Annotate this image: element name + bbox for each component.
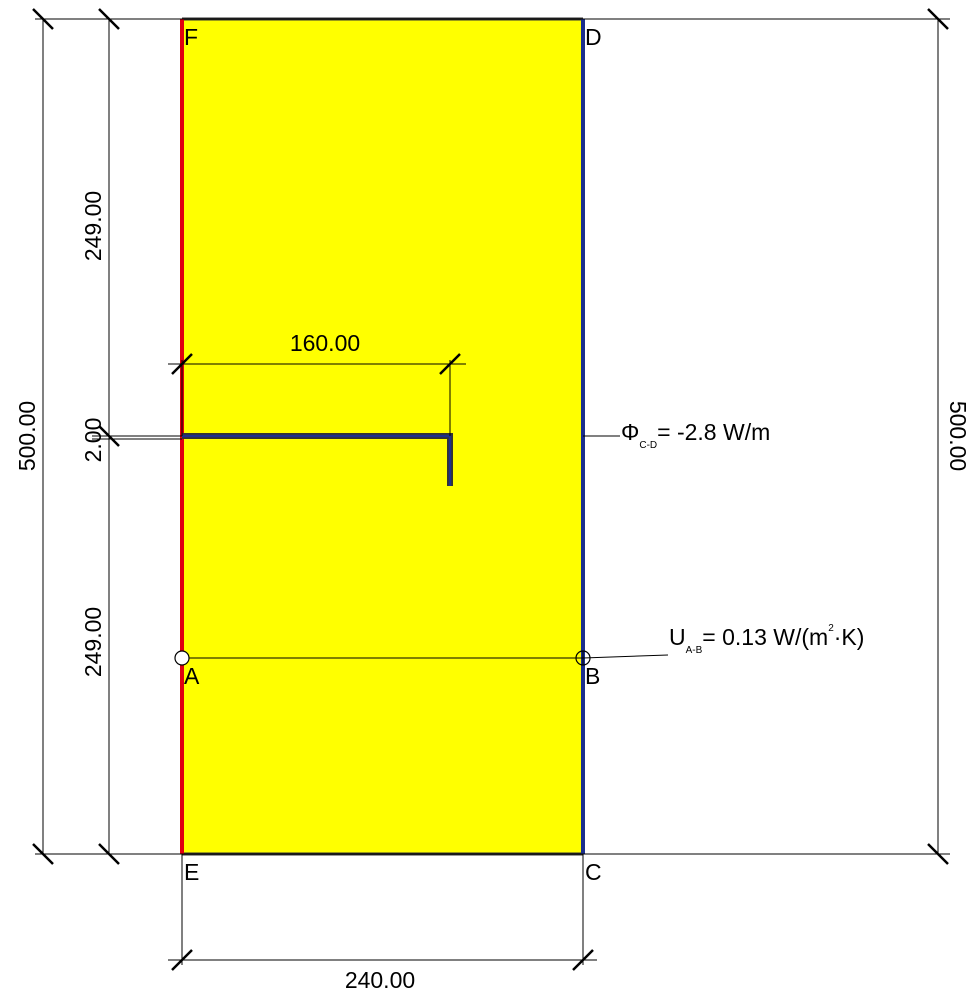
annotation-u-value: = 0.13 W/(m	[702, 624, 828, 650]
point-label-c: C	[585, 859, 602, 885]
annotation-phi-symbol: Φ	[621, 419, 639, 445]
annotation-u: UA-B= 0.13 W/(m2·K)	[669, 623, 864, 656]
dim-label-left-mid: 2.00	[80, 418, 106, 463]
annotation-phi-value: = -2.8 W/m	[657, 419, 770, 445]
dim-label-bottom-width: 240.00	[345, 967, 415, 993]
point-label-d: D	[585, 24, 602, 50]
point-label-b: B	[585, 663, 600, 689]
dim-label-left-total: 500.00	[14, 401, 40, 471]
annotation-u-value-end: ·K)	[834, 624, 865, 650]
point-label-f: F	[184, 24, 198, 50]
point-label-e: E	[184, 859, 199, 885]
dim-label-left-top: 249.00	[80, 191, 106, 261]
dim-label-right-total: 500.00	[945, 401, 971, 471]
dim-label-left-bottom: 249.00	[80, 607, 106, 677]
annotation-phi-subscript: C-D	[639, 440, 657, 451]
point-label-a: A	[184, 663, 200, 689]
dimension-ticks	[32, 8, 949, 971]
annotation-phi: ΦC-D= -2.8 W/m	[621, 419, 770, 451]
dim-label-inner-width: 160.00	[290, 330, 360, 356]
leader-u	[582, 654, 669, 659]
annotation-u-symbol: U	[669, 624, 686, 650]
annotation-u-superscript: 2	[828, 623, 834, 634]
point-a-marker	[174, 650, 190, 666]
annotation-u-subscript: A-B	[686, 645, 703, 656]
